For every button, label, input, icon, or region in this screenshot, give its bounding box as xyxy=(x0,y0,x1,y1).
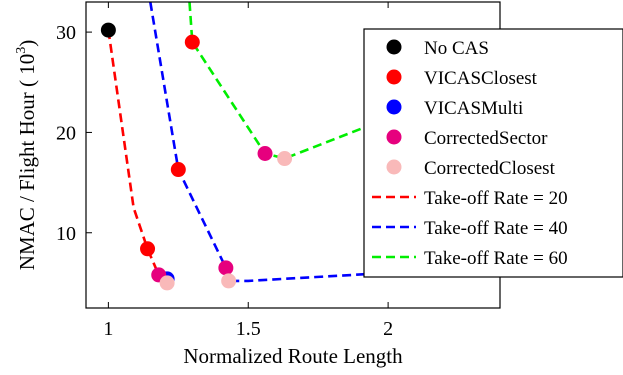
legend-swatch-marker xyxy=(386,39,402,55)
series-markers xyxy=(100,22,293,291)
legend-label: CorrectedClosest xyxy=(424,158,556,179)
legend-label: VICASMulti xyxy=(424,98,523,119)
legend-items: No CAS VICASClosest VICASMulti CorrectedSec… xyxy=(372,38,568,269)
legend-label: Take-off Rate = 60 xyxy=(424,248,568,269)
legend-swatch-marker xyxy=(386,69,402,85)
y-tick-label: 20 xyxy=(56,122,76,144)
x-tick-label: 1 xyxy=(103,318,113,340)
x-tick-label: 2 xyxy=(383,318,393,340)
x-axis-ticks: 1 1.5 2 xyxy=(103,2,393,340)
legend-label: CorrectedSector xyxy=(424,128,548,149)
y-axis-title-main: NMAC / Flight Hour ( 10 xyxy=(15,54,39,270)
y-tick-label: 30 xyxy=(56,22,76,44)
series-lines xyxy=(107,2,389,284)
legend-swatch-marker xyxy=(386,99,402,115)
marker-correctedclosest-2 xyxy=(221,273,237,289)
marker-correctedsector-2 xyxy=(218,260,234,276)
legend-swatch-marker xyxy=(386,159,402,175)
y-axis-title-suffix: ) xyxy=(15,40,39,47)
y-tick-label: 10 xyxy=(56,223,76,245)
marker-correctedclosest-3 xyxy=(277,151,293,167)
marker-vicasclosest-3 xyxy=(184,34,200,50)
x-tick-label: 1.5 xyxy=(236,318,261,340)
marker-no-cas-1 xyxy=(100,22,116,38)
legend-swatch-marker xyxy=(386,129,402,145)
legend-label: VICASClosest xyxy=(424,68,538,89)
marker-correctedsector-3 xyxy=(257,145,273,161)
x-axis-title: Normalized Route Length xyxy=(183,344,403,368)
y-axis-title-exponent: 3 xyxy=(14,47,29,54)
marker-vicasclosest-2 xyxy=(170,162,186,178)
legend-label: Take-off Rate = 20 xyxy=(424,188,568,209)
legend-label: No CAS xyxy=(424,38,489,59)
series-line-3 xyxy=(188,2,383,160)
series-line-1 xyxy=(107,29,168,284)
y-axis-title: NMAC / Flight Hour ( 103) xyxy=(14,40,39,270)
legend: No CAS VICASClosest VICASMulti CorrectedSec… xyxy=(363,28,623,278)
legend-box xyxy=(363,28,623,278)
legend-label: Take-off Rate = 40 xyxy=(424,218,568,239)
marker-vicasclosest-1 xyxy=(140,241,156,257)
marker-correctedclosest-1 xyxy=(159,275,175,291)
